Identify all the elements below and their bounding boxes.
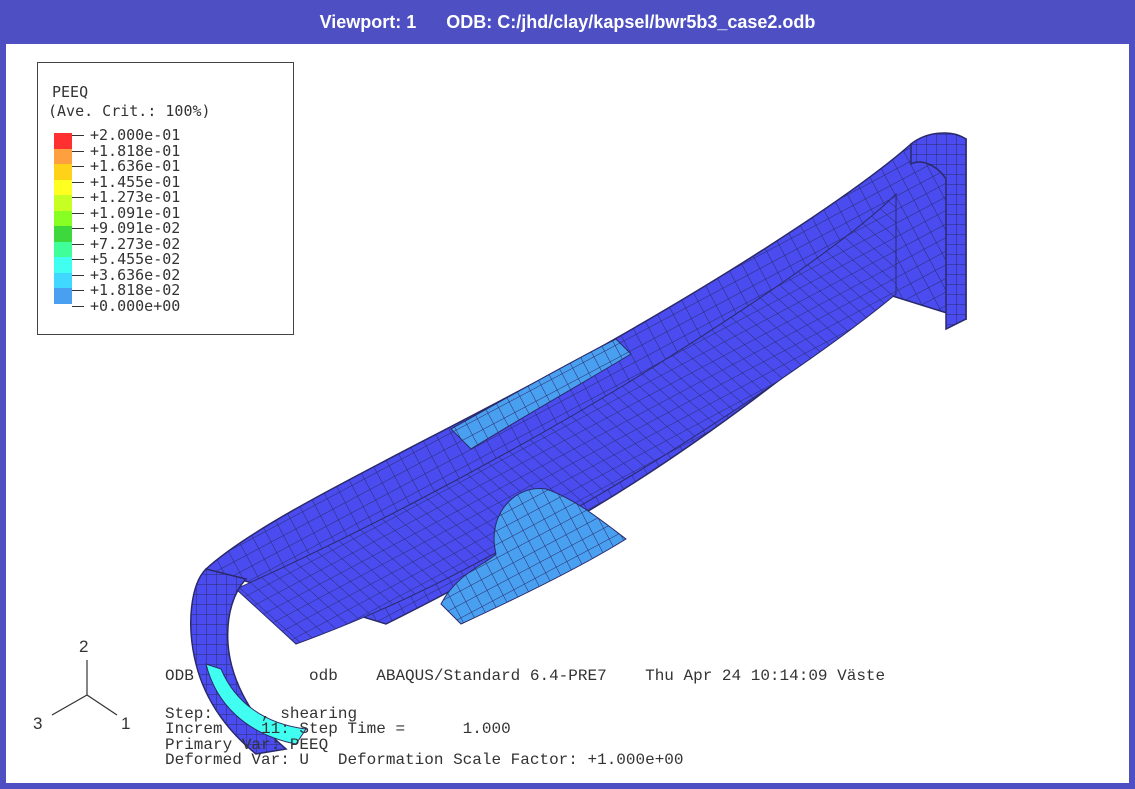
legend-title: PEEQ xyxy=(52,83,89,101)
info-line-odb: ODB odb ABAQUS/Standard 6.4-PRE7 Thu Apr… xyxy=(165,667,886,685)
legend-tick xyxy=(72,135,84,136)
legend-level: +1.455e-01 xyxy=(90,172,181,191)
info-line-primary: Primary Var: PEEQ xyxy=(165,736,329,754)
legend-swatch xyxy=(54,210,72,226)
viewport-titlebar[interactable]: Viewport: 1 ODB: C:/jhd/clay/kapsel/bwr5… xyxy=(0,0,1135,44)
odb-path: ODB: C:/jhd/clay/kapsel/bwr5b3_case2.odb xyxy=(446,11,816,32)
legend-swatch xyxy=(54,164,72,180)
legend-swatch xyxy=(54,133,72,149)
legend-level: +1.818e-01 xyxy=(90,141,181,160)
legend-level: +0.000e+00 xyxy=(90,296,181,315)
legend-level: +1.091e-01 xyxy=(90,203,181,222)
legend-tick xyxy=(72,305,84,307)
legend-tick xyxy=(72,166,84,167)
legend-swatch xyxy=(54,179,72,195)
info-line-step: Step: , shearing xyxy=(165,705,358,723)
legend-level: +1.818e-02 xyxy=(90,281,181,299)
info-line-deformed: Deformed Var: U Deformation Scale Factor… xyxy=(165,751,684,769)
triad-axis-3: 3 xyxy=(33,714,43,733)
legend-tick xyxy=(72,243,84,245)
legend-tick xyxy=(72,181,84,183)
legend-swatch xyxy=(54,195,72,211)
end-cap-near xyxy=(190,568,288,755)
legend-swatch xyxy=(54,272,72,288)
legend-level: +1.636e-01 xyxy=(90,157,181,175)
legend-tick xyxy=(72,274,84,276)
shell-inner-surface xyxy=(235,192,897,645)
legend-level: +2.000e-01 xyxy=(90,126,181,144)
triad-axis-1: 1 xyxy=(121,714,131,733)
legend-level: +5.455e-02 xyxy=(90,250,181,268)
legend-tick xyxy=(72,150,84,152)
legend-level: +3.636e-02 xyxy=(90,265,181,284)
legend-swatch xyxy=(54,288,72,304)
legend-swatch xyxy=(54,148,72,164)
peeq-zone-inner xyxy=(440,487,627,625)
legend-swatch xyxy=(54,241,72,257)
legend[interactable]: PEEQ (Ave. Crit.: 100%) +2.000e-01 +1.818… xyxy=(37,62,294,335)
peeq-zone-top xyxy=(450,338,632,450)
legend-tick xyxy=(72,197,84,198)
legend-level: +1.273e-01 xyxy=(90,188,181,206)
end-flange-far xyxy=(910,132,967,331)
legend-tick xyxy=(72,290,84,291)
legend-tick xyxy=(72,259,84,260)
viewport-label: Viewport: 1 xyxy=(319,11,417,32)
legend-tick xyxy=(72,212,84,214)
legend-subtitle: (Ave. Crit.: 100%) xyxy=(48,102,211,120)
legend-labels: +2.000e-01 +1.818e-01 +1.636e-01 +1.455e-01… xyxy=(90,126,181,315)
model-view[interactable] xyxy=(6,44,1129,789)
legend-swatch xyxy=(54,257,72,273)
info-line-increment: Increm 11: Step Time = 1.000 xyxy=(165,720,511,738)
legend-swatches xyxy=(54,133,72,304)
legend-swatch xyxy=(54,226,72,242)
legend-tick xyxy=(72,228,84,229)
peeq-zone-base xyxy=(205,663,307,745)
axis-triad xyxy=(51,660,118,716)
legend-level: +9.091e-02 xyxy=(90,219,181,237)
triad-axis-2: 2 xyxy=(79,637,89,656)
legend-level: +7.273e-02 xyxy=(90,234,181,253)
